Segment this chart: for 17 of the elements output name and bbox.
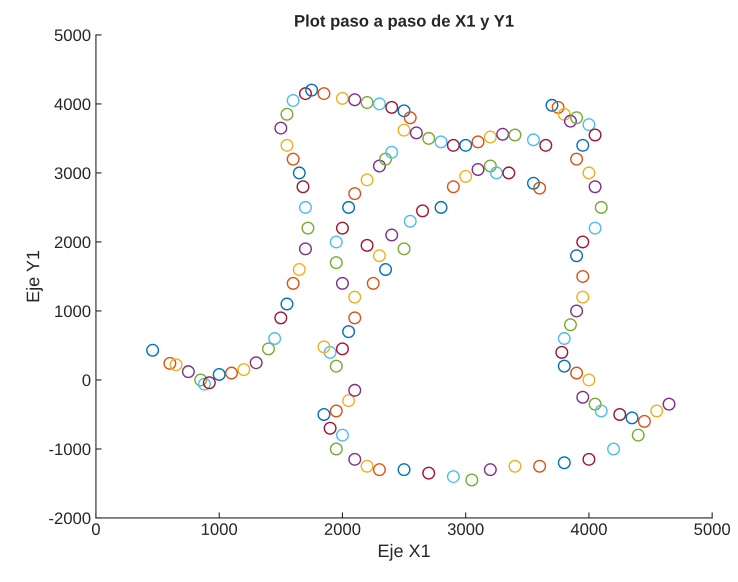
y-tick-label: 5000 [54, 29, 90, 42]
x-tick-label: 5000 [694, 523, 730, 536]
x-tick-label: 3000 [448, 523, 484, 536]
y-tick-label: 2000 [54, 236, 90, 248]
chart-title: Plot paso a paso de X1 y Y1 [295, 14, 514, 30]
y-axis-title: Eje Y1 [26, 250, 43, 302]
y-tick-label: -2000 [49, 512, 90, 524]
y-tick-label: 4000 [54, 98, 90, 110]
x-tick-label: 0 [92, 523, 100, 536]
x-axis-title: Eje X1 [378, 544, 430, 561]
x-tick-label: 2000 [324, 523, 360, 536]
y-tick-label: -1000 [49, 443, 90, 456]
y-tick-label: 0 [82, 374, 90, 386]
y-tick-label: 1000 [55, 305, 90, 318]
y-tick-label: 3000 [54, 167, 90, 180]
x-tick-label: 1000 [202, 523, 238, 536]
x-tick-label: 4000 [570, 523, 607, 536]
